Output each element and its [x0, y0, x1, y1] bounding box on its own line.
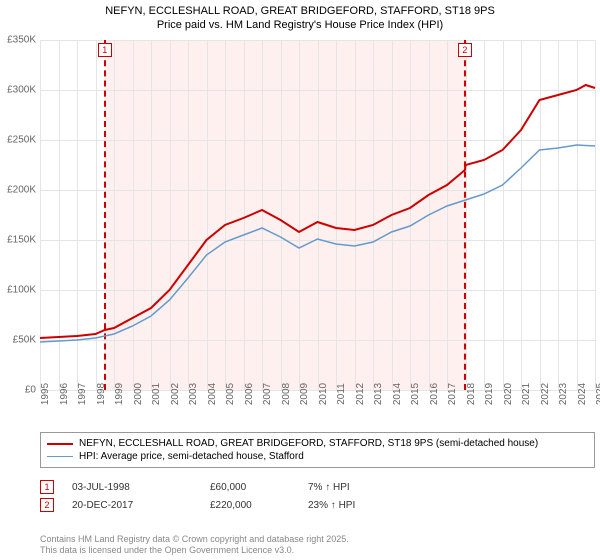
x-tick-label: 2003 [188, 383, 199, 405]
sale-badge: 2 [40, 498, 54, 512]
plot-area: 12 £0£50K£100K£150K£200K£250K£300K£350K … [40, 40, 595, 390]
x-tick-label: 2021 [521, 383, 532, 405]
legend: NEFYN, ECCLESHALL ROAD, GREAT BRIDGEFORD… [40, 432, 595, 468]
x-tick-label: 2024 [577, 383, 588, 405]
x-tick-label: 1996 [59, 383, 70, 405]
x-tick-label: 2017 [447, 383, 458, 405]
legend-item: HPI: Average price, semi-detached house,… [47, 450, 588, 463]
x-tick-label: 2019 [484, 383, 495, 405]
legend-swatch [47, 443, 73, 445]
x-tick-label: 2002 [170, 383, 181, 405]
sale-date: 20-DEC-2017 [72, 500, 192, 511]
title-line-2: Price paid vs. HM Land Registry's House … [8, 18, 592, 32]
x-tick-label: 2007 [262, 383, 273, 405]
y-tick-label: £100K [7, 285, 36, 296]
x-tick-label: 2015 [410, 383, 421, 405]
x-tick-label: 2023 [558, 383, 569, 405]
x-tick-label: 2014 [392, 383, 403, 405]
y-tick-label: £50K [13, 335, 36, 346]
y-tick-label: £250K [7, 135, 36, 146]
legend-label: HPI: Average price, semi-detached house,… [79, 451, 304, 462]
x-axis-ticks: 1995199619971998199920002001200220032004… [40, 392, 595, 430]
x-tick-label: 2001 [151, 383, 162, 405]
sale-date: 03-JUL-1998 [72, 482, 192, 493]
series-line [40, 85, 595, 338]
footer-line-2: This data is licensed under the Open Gov… [40, 545, 349, 556]
x-tick-label: 2018 [466, 383, 477, 405]
x-tick-label: 2013 [373, 383, 384, 405]
y-tick-label: £200K [7, 185, 36, 196]
x-tick-label: 2009 [299, 383, 310, 405]
sale-diff: 7% ↑ HPI [308, 482, 388, 493]
footer: Contains HM Land Registry data © Crown c… [40, 534, 349, 556]
x-tick-label: 1999 [114, 383, 125, 405]
x-tick-label: 2022 [540, 383, 551, 405]
footer-line-1: Contains HM Land Registry data © Crown c… [40, 534, 349, 545]
sale-diff: 23% ↑ HPI [308, 500, 388, 511]
plot-svg [40, 40, 595, 390]
x-tick-label: 2005 [225, 383, 236, 405]
x-tick-label: 2006 [244, 383, 255, 405]
title-line-1: NEFYN, ECCLESHALL ROAD, GREAT BRIDGEFORD… [8, 4, 592, 18]
sale-row: 2 20-DEC-2017 £220,000 23% ↑ HPI [40, 496, 595, 514]
legend-item: NEFYN, ECCLESHALL ROAD, GREAT BRIDGEFORD… [47, 437, 588, 450]
x-tick-label: 1995 [40, 383, 51, 405]
x-tick-label: 2008 [281, 383, 292, 405]
x-tick-label: 1997 [77, 383, 88, 405]
chart-title: NEFYN, ECCLESHALL ROAD, GREAT BRIDGEFORD… [0, 0, 600, 35]
x-tick-label: 2010 [318, 383, 329, 405]
sale-badge: 1 [40, 480, 54, 494]
x-tick-label: 2012 [355, 383, 366, 405]
y-axis-ticks: £0£50K£100K£150K£200K£250K£300K£350K [0, 40, 38, 390]
x-tick-label: 2004 [207, 383, 218, 405]
grid-line-v [595, 40, 596, 390]
sale-price: £60,000 [210, 482, 290, 493]
x-tick-label: 2020 [503, 383, 514, 405]
y-tick-label: £0 [25, 385, 36, 396]
x-tick-label: 1998 [96, 383, 107, 405]
y-tick-label: £300K [7, 85, 36, 96]
x-tick-label: 2016 [429, 383, 440, 405]
series-line [40, 145, 595, 342]
legend-label: NEFYN, ECCLESHALL ROAD, GREAT BRIDGEFORD… [79, 438, 538, 449]
chart-container: NEFYN, ECCLESHALL ROAD, GREAT BRIDGEFORD… [0, 0, 600, 560]
sales-table: 1 03-JUL-1998 £60,000 7% ↑ HPI 2 20-DEC-2017 £… [40, 478, 595, 514]
x-tick-label: 2011 [336, 383, 347, 405]
y-tick-label: £350K [7, 35, 36, 46]
y-tick-label: £150K [7, 235, 36, 246]
sale-row: 1 03-JUL-1998 £60,000 7% ↑ HPI [40, 478, 595, 496]
legend-swatch [47, 456, 73, 458]
x-tick-label: 2000 [133, 383, 144, 405]
x-tick-label: 2025 [595, 383, 600, 405]
sale-price: £220,000 [210, 500, 290, 511]
